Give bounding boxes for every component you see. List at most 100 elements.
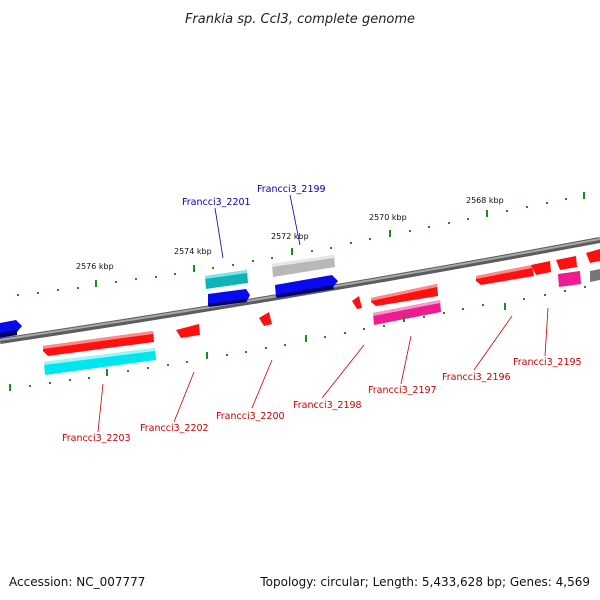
tick — [69, 379, 71, 381]
leader-line-2203 — [97, 383, 104, 433]
tick — [115, 281, 117, 283]
tick — [423, 316, 425, 318]
scale-label-2570: 2570 kbp — [369, 213, 407, 222]
tick — [363, 328, 365, 330]
leader-line-2195 — [544, 307, 549, 357]
tick — [284, 344, 286, 346]
leader-line-2201 — [214, 207, 224, 259]
gene-label-2196[interactable]: Francci3_2196 — [442, 372, 511, 383]
tick — [583, 192, 585, 199]
tick — [504, 303, 506, 310]
leader-line-2202 — [173, 371, 195, 423]
tick — [344, 332, 346, 334]
tick — [482, 304, 484, 306]
tick — [206, 352, 208, 359]
tick — [127, 370, 129, 372]
tick — [565, 198, 567, 200]
gene-francci3-2198[interactable] — [352, 296, 362, 309]
tick — [324, 336, 326, 338]
tick — [403, 315, 405, 322]
tick — [526, 206, 528, 208]
tick — [443, 312, 445, 314]
gene-francci3-2195[interactable] — [556, 256, 577, 270]
leader-line-2199 — [289, 194, 301, 246]
leader-lines — [97, 194, 549, 433]
gene-label-2197[interactable]: Francci3_2197 — [368, 385, 437, 396]
tick — [17, 294, 19, 296]
tick — [88, 377, 90, 379]
gene-highlight — [476, 265, 532, 279]
accession-text: Accession: NC_007777 — [9, 575, 145, 589]
tick — [212, 267, 214, 269]
tick — [546, 202, 548, 204]
outer-tick-row — [17, 192, 585, 296]
gene-arrow-red[interactable] — [586, 249, 600, 263]
tick — [232, 264, 234, 266]
tick — [311, 250, 313, 252]
tick — [506, 210, 508, 212]
tick — [271, 257, 273, 259]
tick — [265, 347, 267, 349]
tick — [147, 367, 149, 369]
tick — [252, 260, 254, 262]
gene-highlight — [43, 331, 153, 349]
gene-highlight — [205, 270, 247, 279]
gene-label-2200[interactable]: Francci3_2200 — [216, 411, 285, 422]
gene-arrow-red[interactable] — [531, 261, 551, 275]
tick — [174, 273, 176, 275]
tick — [167, 364, 169, 366]
map-title: Frankia sp. CcI3, complete genome — [185, 12, 415, 27]
scale-label-2568: 2568 kbp — [466, 196, 504, 205]
gene-highlight — [44, 348, 155, 365]
inner-tick-row — [9, 286, 586, 391]
gene-arrow-gray[interactable] — [590, 269, 600, 282]
leader-line-2200 — [251, 359, 273, 409]
tick — [106, 369, 108, 376]
tick — [37, 292, 39, 294]
tick — [523, 298, 525, 300]
gene-arrow-shadow — [0, 330, 17, 338]
tick — [9, 384, 11, 391]
scale-label-2572: 2572 kbp — [271, 232, 309, 241]
gene-label-2195[interactable]: Francci3_2195 — [513, 357, 582, 368]
gene-francci3-2202[interactable] — [176, 324, 200, 338]
tick — [135, 278, 137, 280]
tick — [462, 308, 464, 310]
tick — [383, 325, 385, 327]
genome-summary-text: Topology: circular; Length: 5,433,628 bp… — [259, 575, 590, 589]
gene-cyan[interactable] — [44, 348, 156, 375]
gene-magenta[interactable] — [558, 271, 581, 287]
gene-label-2202[interactable]: Francci3_2202 — [140, 423, 209, 434]
gene-label-2201[interactable]: Francci3_2201 — [182, 197, 251, 208]
tick — [305, 335, 307, 342]
tick — [77, 287, 79, 289]
gene-arrow-shadow — [276, 285, 334, 298]
tick — [186, 361, 188, 363]
tick — [95, 280, 97, 287]
scale-label-2576: 2576 kbp — [76, 262, 114, 271]
tick — [544, 294, 546, 296]
gene-magenta[interactable] — [373, 300, 441, 325]
gene-label-2203[interactable]: Francci3_2203 — [62, 433, 131, 444]
scale-label-2574: 2574 kbp — [174, 247, 212, 256]
gene-francci3-2199[interactable] — [272, 255, 335, 277]
gene-francci3-2200[interactable] — [259, 312, 272, 326]
gene-arrow-blue[interactable] — [275, 275, 338, 297]
tick — [389, 230, 391, 237]
leader-line-2197 — [400, 335, 412, 385]
gene-label-2199[interactable]: Francci3_2199 — [257, 184, 326, 195]
leader-line-2196 — [473, 315, 513, 371]
tick — [226, 354, 228, 356]
tick — [245, 351, 247, 353]
tick — [330, 247, 332, 249]
forward-genes — [0, 255, 600, 338]
tick — [564, 290, 566, 292]
leader-line-2198 — [321, 344, 365, 399]
gene-highlight — [373, 300, 440, 316]
gene-highlight — [371, 284, 437, 301]
reverse-genes — [43, 249, 600, 375]
gene-label-2198[interactable]: Francci3_2198 — [293, 400, 362, 411]
tick — [57, 289, 59, 291]
gene-highlight — [272, 255, 334, 267]
